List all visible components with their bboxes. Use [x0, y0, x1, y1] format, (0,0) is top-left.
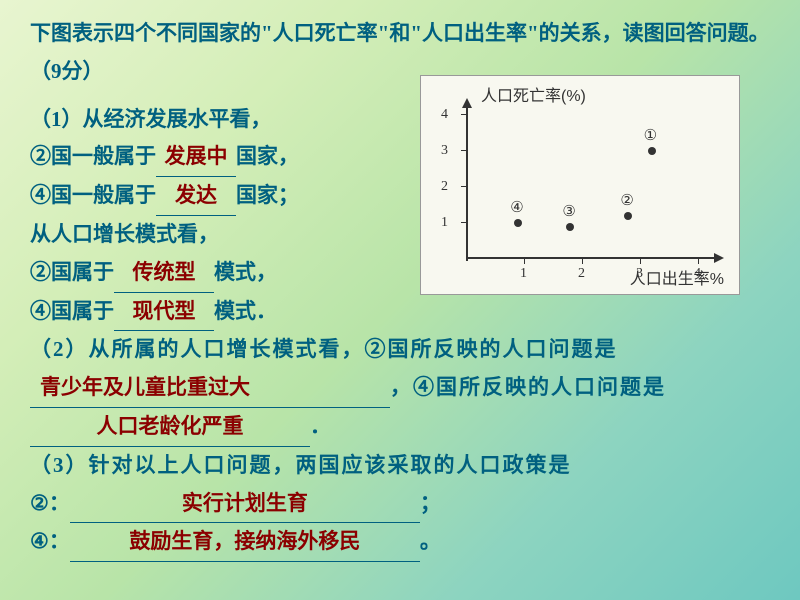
x-tick-label: 2 — [578, 266, 585, 282]
q2-blank2: 人口老龄化严重 — [30, 408, 310, 447]
x-tick — [582, 257, 583, 264]
q1-line2b: 国家， — [236, 144, 299, 168]
scatter-point — [624, 212, 632, 220]
q3-line2a: ②： — [30, 491, 70, 515]
point-label: ③ — [562, 202, 575, 221]
y-tick — [461, 186, 468, 187]
q3-line2: ②：实行计划生育； — [30, 485, 770, 524]
y-axis — [466, 106, 468, 261]
q1-blank1: 发展中 — [156, 138, 236, 177]
q1-line4: 从人口增长模式看， — [30, 216, 370, 254]
chart-ytitle: 人口死亡率(%) — [481, 82, 586, 106]
q1-blank2: 发达 — [156, 177, 236, 216]
q1-blank3: 传统型 — [114, 254, 214, 293]
q2-blank1: 青少年及儿童比重过大 — [30, 369, 390, 408]
y-tick-label: 1 — [441, 215, 448, 231]
x-arrow-icon — [714, 253, 724, 263]
x-tick — [640, 257, 641, 264]
x-tick — [524, 257, 525, 264]
scatter-point — [648, 147, 656, 155]
chart-xtitle: 人口出生率% — [630, 265, 724, 289]
y-tick — [461, 222, 468, 223]
q2-mid: ，④国所反映的人口问题是 — [390, 375, 666, 399]
q1-line6a: ④国属于 — [30, 299, 114, 323]
q3-blank1: 实行计划生育 — [70, 485, 420, 524]
q3-line2b: ； — [420, 491, 441, 515]
q3-line3b: 。 — [420, 529, 441, 553]
q3-line3: ④：鼓励生育，接纳海外移民。 — [30, 523, 770, 562]
q1-line6: ④国属于现代型模式． — [30, 293, 370, 332]
q1-line6b: 模式． — [214, 299, 277, 323]
q1-line5b: 模式， — [214, 260, 277, 284]
q2-text1: （2）从所属的人口增长模式看，②国所反映的人口问题是 — [30, 337, 618, 361]
x-tick-label: 1 — [520, 266, 527, 282]
q2-line: （2）从所属的人口增长模式看，②国所反映的人口问题是青少年及儿童比重过大，④国所… — [30, 331, 770, 446]
q1-line5a: ②国属于 — [30, 260, 114, 284]
q1-line2a: ②国一般属于 — [30, 144, 156, 168]
y-tick-label: 2 — [441, 179, 448, 195]
point-label: ② — [620, 191, 633, 210]
scatter-point — [566, 223, 574, 231]
y-tick-label: 4 — [441, 107, 448, 123]
y-tick — [461, 114, 468, 115]
q1-line2: ②国一般属于发展中国家， — [30, 138, 370, 177]
point-label: ① — [644, 126, 657, 145]
point-label: ④ — [510, 198, 523, 217]
scatter-point — [514, 219, 522, 227]
q1-line3b: 国家； — [236, 183, 299, 207]
q3-line1: （3）针对以上人口问题，两国应该采取的人口政策是 — [30, 447, 770, 485]
q1-line5: ②国属于传统型模式， — [30, 254, 370, 293]
x-axis — [466, 257, 716, 259]
scatter-chart: 人口死亡率(%) 人口出生率% 1 2 3 4 1 2 3 4 ① ② ③ ④ — [420, 75, 740, 295]
q1-line1: （1）从经济发展水平看， — [30, 101, 370, 139]
y-arrow-icon — [462, 98, 472, 108]
q2-end: ． — [310, 414, 333, 438]
q1-line3: ④国一般属于发达国家； — [30, 177, 370, 216]
x-tick — [698, 257, 699, 264]
q1-line3a: ④国一般属于 — [30, 183, 156, 207]
q1-blank4: 现代型 — [114, 293, 214, 332]
y-tick — [461, 150, 468, 151]
q3-line3a: ④： — [30, 529, 70, 553]
q3-blank2: 鼓励生育，接纳海外移民 — [70, 523, 420, 562]
x-tick-label: 3 — [636, 266, 643, 282]
x-tick-label: 4 — [694, 266, 701, 282]
y-tick-label: 3 — [441, 143, 448, 159]
